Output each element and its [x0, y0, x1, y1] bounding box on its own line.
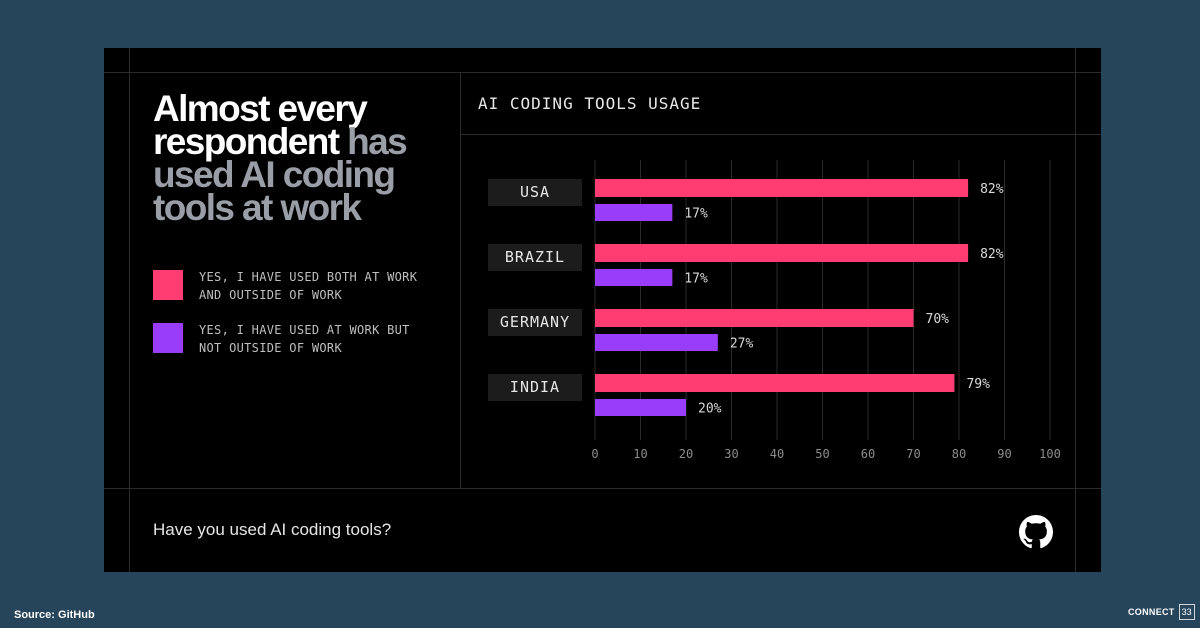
brand-name: CONNECT — [1128, 607, 1175, 617]
bar-india-series-2 — [595, 399, 686, 416]
bar-germany-series-1 — [595, 309, 914, 327]
x-tick-label-70: 70 — [906, 447, 920, 461]
legend-label-both: YES, I HAVE USED BOTH AT WORK AND OUTSID… — [199, 270, 418, 302]
value-label-brazil-series-2: 17% — [684, 272, 708, 287]
category-label-usa: USA — [488, 179, 582, 206]
value-label-brazil-series-1: 82% — [980, 247, 1004, 262]
value-label-india-series-1: 79% — [966, 377, 990, 392]
x-tick-label-0: 0 — [591, 447, 598, 461]
x-tick-label-50: 50 — [815, 447, 829, 461]
legend-swatch-both — [153, 270, 183, 300]
brand-number-badge: 33 — [1178, 604, 1195, 620]
source-credit: Source: GitHub — [14, 609, 95, 621]
bar-brazil-series-2 — [595, 269, 673, 286]
github-logo-icon — [1019, 515, 1053, 549]
frame-line-top — [104, 72, 1101, 73]
bar-usa-series-1 — [595, 179, 969, 197]
brand-mark: CONNECT 33 — [1128, 603, 1195, 621]
x-tick-label-10: 10 — [633, 447, 647, 461]
category-label-germany: GERMANY — [488, 309, 582, 336]
x-tick-label-20: 20 — [679, 447, 693, 461]
x-tick-label-100: 100 — [1039, 447, 1061, 461]
bar-india-series-1 — [595, 374, 955, 392]
chart-title: AI CODING TOOLS USAGE — [478, 94, 702, 113]
frame-line-footer — [104, 488, 1101, 489]
x-tick-label-60: 60 — [861, 447, 875, 461]
legend-label-work-only: YES, I HAVE USED AT WORK BUT NOT OUTSIDE… — [199, 323, 410, 355]
frame-line-title-underline — [460, 134, 1101, 135]
bar-brazil-series-1 — [595, 244, 969, 262]
x-tick-label-40: 40 — [770, 447, 784, 461]
x-tick-label-80: 80 — [952, 447, 966, 461]
frame-line-right — [1075, 48, 1076, 572]
headline: Almost every respondent has used AI codi… — [153, 90, 463, 226]
legend-swatch-work-only — [153, 323, 183, 353]
bar-usa-series-2 — [595, 204, 673, 221]
category-label-brazil: BRAZIL — [488, 244, 582, 271]
value-label-germany-series-2: 27% — [730, 337, 754, 352]
category-label-india: INDIA — [488, 374, 582, 401]
infographic-card: Almost every respondent has used AI codi… — [104, 48, 1101, 572]
x-tick-label-90: 90 — [997, 447, 1011, 461]
survey-question: Have you used AI coding tools? — [153, 520, 392, 539]
value-label-germany-series-1: 70% — [926, 312, 950, 327]
headline-rest: has used AI coding tools at work — [153, 121, 408, 228]
value-label-usa-series-2: 17% — [684, 207, 708, 222]
value-label-india-series-2: 20% — [698, 402, 722, 417]
bar-germany-series-2 — [595, 334, 718, 351]
bar-chart: 0 10 20 30 40 50 60 70 80 90 100 82% 17% 82% 17% 70% 27%… — [591, 160, 1061, 461]
frame-line-left — [129, 48, 130, 572]
value-label-usa-series-1: 82% — [980, 182, 1004, 197]
frame-line-divider — [460, 72, 461, 488]
x-tick-label-30: 30 — [724, 447, 738, 461]
headline-emphasis: Almost every respondent — [153, 88, 368, 162]
